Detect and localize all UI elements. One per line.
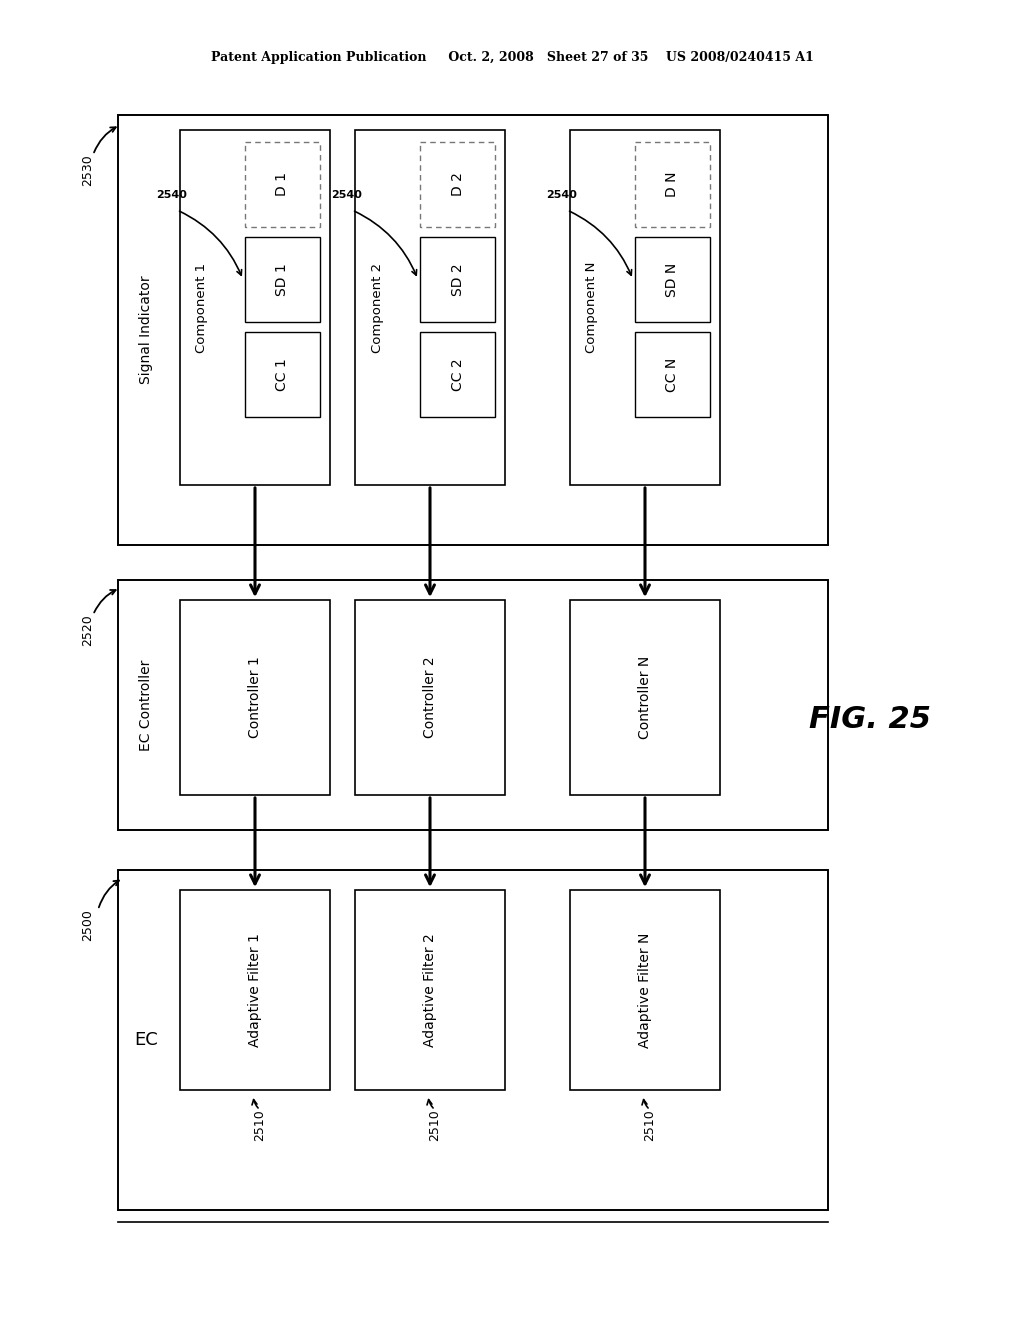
Bar — [355, 129, 505, 484]
Text: EC: EC — [134, 1031, 158, 1049]
Text: D 2: D 2 — [451, 173, 465, 197]
Text: 2510: 2510 — [428, 1109, 441, 1140]
Text: Controller N: Controller N — [638, 656, 652, 739]
Bar — [180, 601, 330, 795]
Bar — [570, 129, 720, 484]
Text: 2500: 2500 — [82, 909, 94, 941]
Text: 2540: 2540 — [547, 190, 578, 201]
Text: Component 1: Component 1 — [196, 263, 209, 352]
Bar — [355, 601, 505, 795]
Text: CC N: CC N — [666, 358, 680, 392]
Text: FIG. 25: FIG. 25 — [809, 705, 931, 734]
Text: Adaptive Filter 1: Adaptive Filter 1 — [248, 933, 262, 1047]
Bar — [420, 238, 495, 322]
Text: EC Controller: EC Controller — [139, 659, 153, 751]
Text: 2530: 2530 — [82, 154, 94, 186]
Text: Adaptive Filter N: Adaptive Filter N — [638, 932, 652, 1048]
Bar — [420, 143, 495, 227]
Text: Controller 1: Controller 1 — [248, 656, 262, 738]
Bar — [245, 333, 319, 417]
Bar — [245, 238, 319, 322]
Bar — [635, 238, 710, 322]
Bar — [635, 143, 710, 227]
Text: Patent Application Publication     Oct. 2, 2008   Sheet 27 of 35    US 2008/0240: Patent Application Publication Oct. 2, 2… — [211, 51, 813, 65]
Text: 2510: 2510 — [254, 1109, 266, 1140]
Text: SD 2: SD 2 — [451, 263, 465, 296]
Text: 2510: 2510 — [643, 1109, 656, 1140]
Bar — [420, 333, 495, 417]
Text: Component N: Component N — [586, 261, 598, 354]
Text: CC 2: CC 2 — [451, 358, 465, 391]
Bar — [118, 579, 828, 830]
Bar — [355, 890, 505, 1090]
Text: D 1: D 1 — [275, 173, 290, 197]
Text: Component 2: Component 2 — [371, 263, 384, 352]
Text: D N: D N — [666, 172, 680, 197]
Text: 2540: 2540 — [332, 190, 362, 201]
Bar — [118, 870, 828, 1210]
Text: Controller 2: Controller 2 — [423, 656, 437, 738]
Text: 2540: 2540 — [157, 190, 187, 201]
Bar — [180, 129, 330, 484]
Bar — [180, 890, 330, 1090]
Bar — [570, 601, 720, 795]
Text: Signal Indicator: Signal Indicator — [139, 276, 153, 384]
Text: 2520: 2520 — [82, 614, 94, 645]
Text: Adaptive Filter 2: Adaptive Filter 2 — [423, 933, 437, 1047]
Bar — [245, 143, 319, 227]
Bar — [570, 890, 720, 1090]
Text: CC 1: CC 1 — [275, 358, 290, 391]
Bar — [635, 333, 710, 417]
Text: SD N: SD N — [666, 263, 680, 297]
Bar — [118, 115, 828, 545]
Text: SD 1: SD 1 — [275, 263, 290, 296]
